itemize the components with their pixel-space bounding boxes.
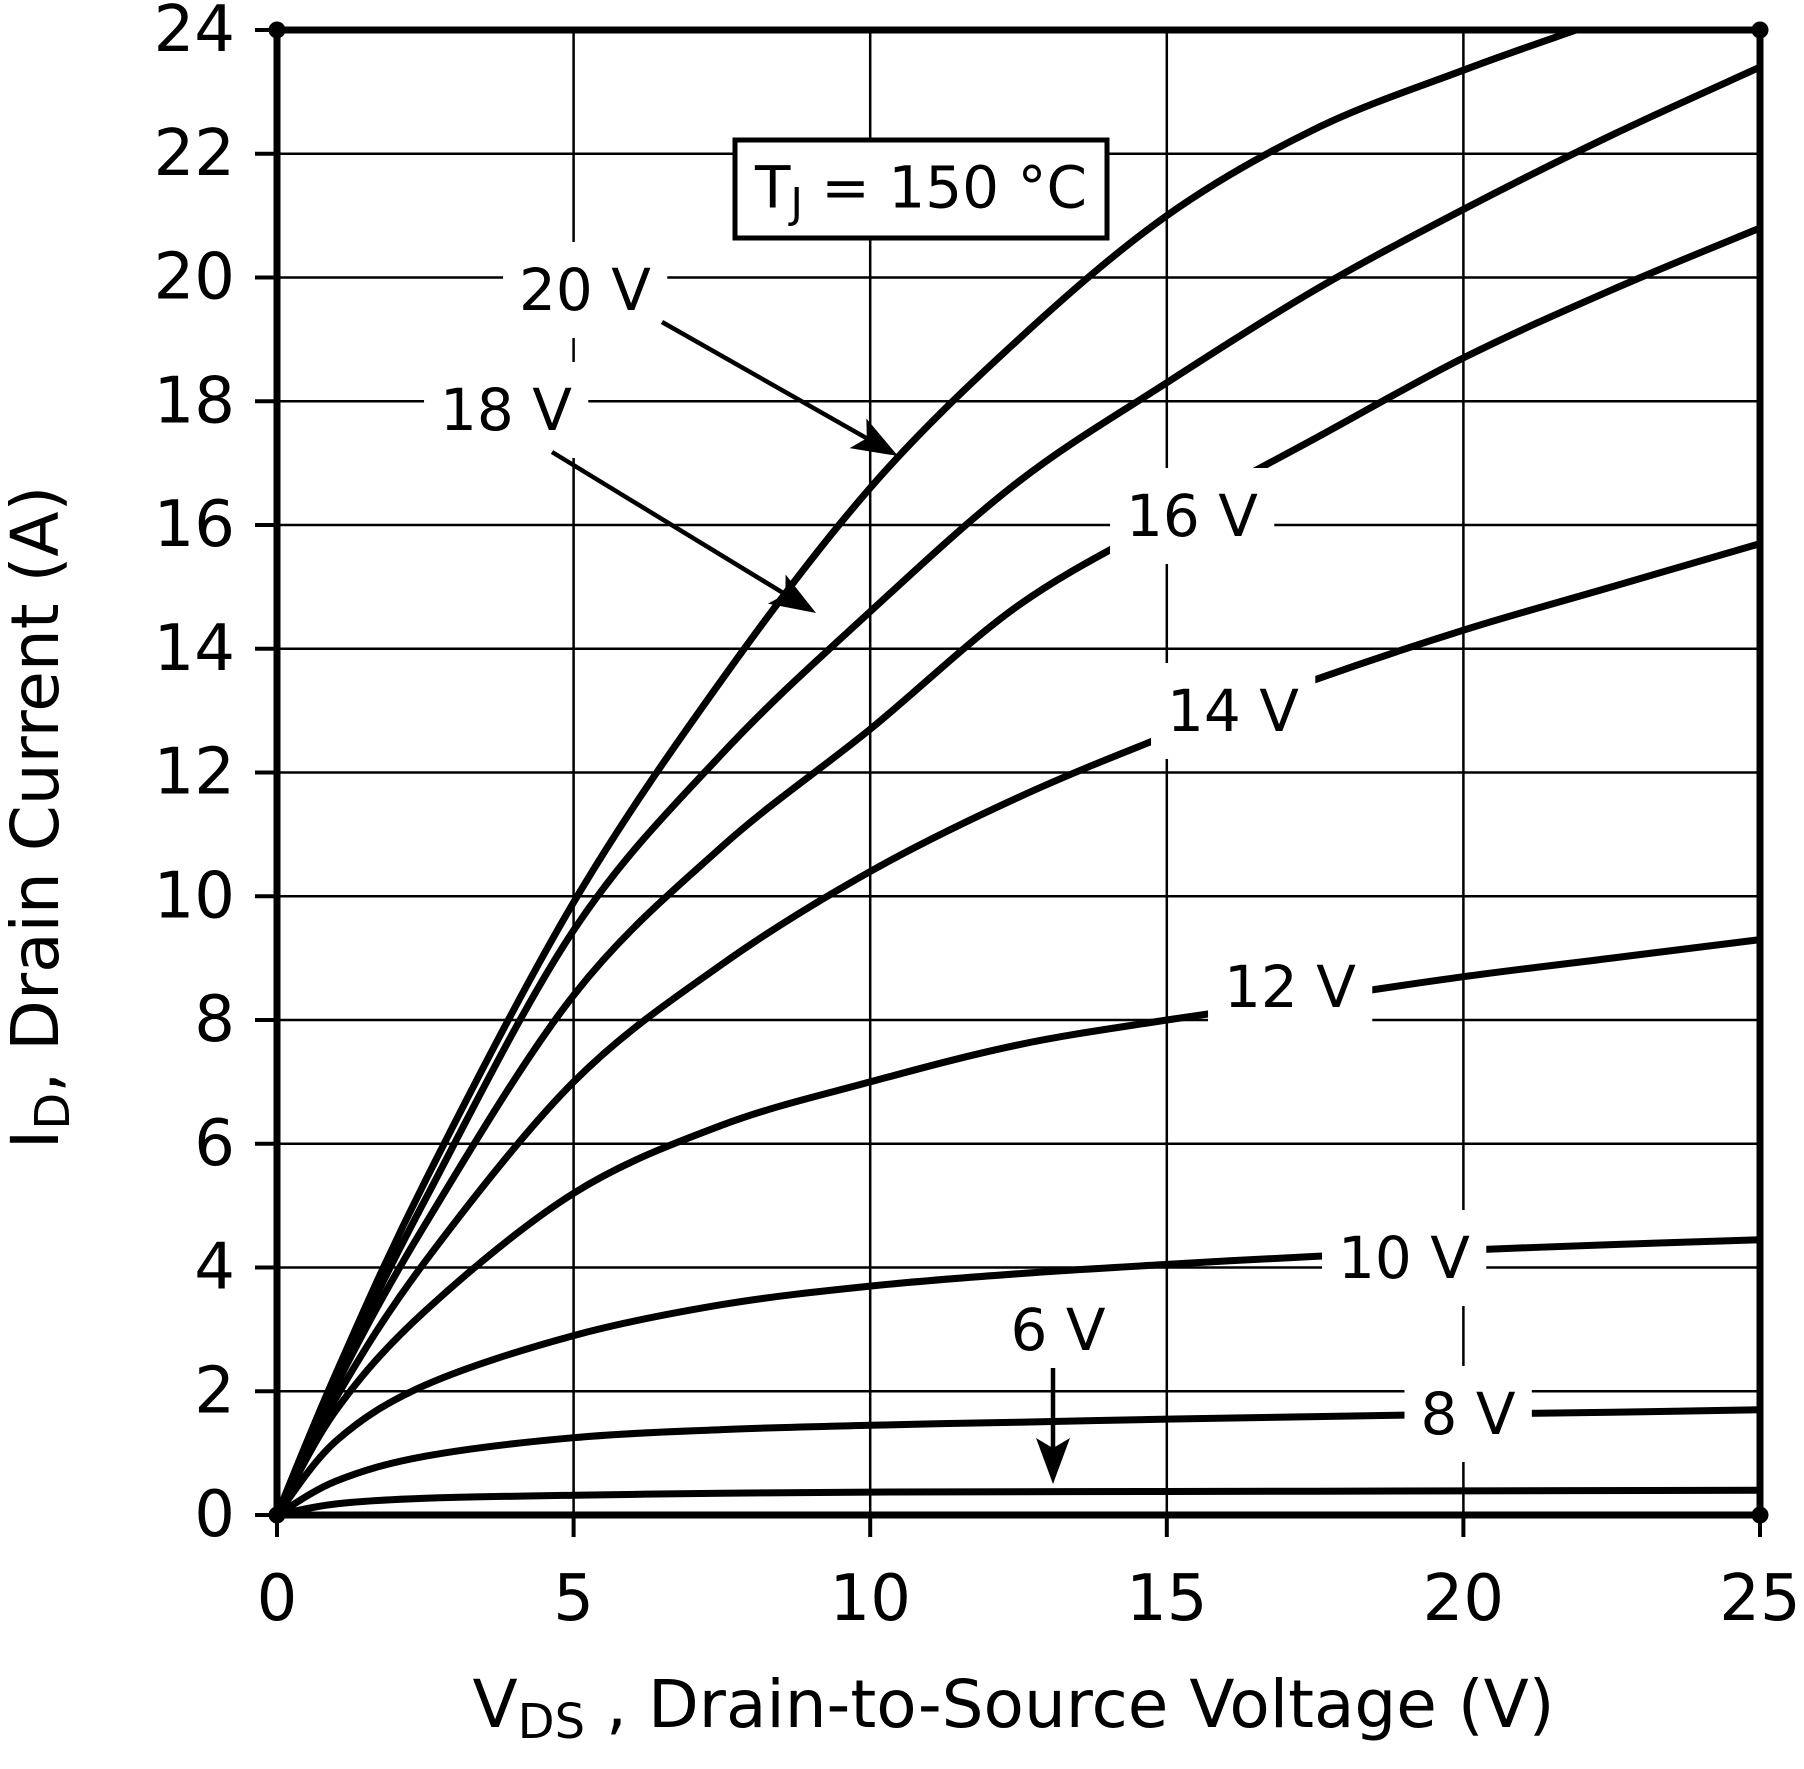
axis-ticks	[255, 28, 1762, 1537]
y-tick-label: 6	[194, 1107, 235, 1181]
y-tick-label: 20	[154, 241, 235, 315]
svg-text:TJ = 150 °C: TJ = 150 °C	[754, 154, 1087, 228]
curve-label-10v: 10 V	[1338, 1224, 1470, 1292]
y-axis-title: ID, Drain Current (A)	[0, 486, 81, 1149]
curve-label-20v: 20 V	[519, 256, 651, 324]
series-curve-18v	[273, 63, 1764, 1519]
curve-label-12v: 12 V	[1224, 953, 1356, 1021]
y-tick-label: 24	[154, 0, 235, 67]
x-tick-label: 15	[1126, 1562, 1207, 1636]
curve-label-8v: 8 V	[1420, 1380, 1515, 1448]
y-tick-label: 22	[154, 117, 235, 191]
curve-label-14v: 14 V	[1167, 677, 1299, 745]
y-tick-label: 12	[154, 736, 235, 810]
curve-arrows	[550, 320, 1070, 1484]
y-tick-label: 8	[194, 983, 235, 1057]
y-tick-label: 0	[194, 1478, 235, 1552]
x-tick-label: 0	[257, 1562, 298, 1636]
arrowhead-icon	[767, 574, 816, 613]
x-tick-label: 10	[829, 1562, 910, 1636]
y-tick-label: 10	[154, 859, 235, 933]
x-tick-label: 20	[1423, 1562, 1504, 1636]
series-curve-10v	[273, 1236, 1764, 1519]
y-tick-label: 18	[154, 364, 235, 438]
series-curve-12v	[273, 936, 1764, 1519]
y-tick-label: 4	[194, 1231, 235, 1305]
series-curve-20v	[273, 26, 1580, 1519]
x-axis-title: VDS , Drain-to-Source Voltage (V)	[472, 1666, 1554, 1750]
series-curve-14v	[273, 540, 1764, 1519]
svg-text:VDS , Drain-to-Source Voltage: VDS , Drain-to-Source Voltage (V)	[472, 1666, 1554, 1750]
arrowhead-icon	[1036, 1438, 1070, 1484]
curve-label-18v: 18 V	[440, 376, 572, 444]
arrowhead-icon	[849, 418, 898, 456]
curve-labels: 20 V 18 V 16 V 14 V 12 V 10 V 8 V 6 V	[424, 242, 1532, 1462]
annotation-box: TJ = 150 °C	[732, 137, 1110, 241]
x-tick-label: 5	[553, 1562, 594, 1636]
curve-label-16v: 16 V	[1126, 482, 1258, 550]
y-tick-label: 2	[194, 1354, 235, 1428]
curve-label-6v: 6 V	[1010, 1296, 1105, 1364]
series-curve-6v	[273, 1486, 1764, 1519]
x-tick-labels: 0 5 10 15 20 25	[257, 1562, 1801, 1636]
svg-text:ID, Drain Current (A): ID, Drain Current (A)	[0, 486, 81, 1149]
series-curve-16v	[273, 224, 1764, 1519]
x-tick-label: 25	[1719, 1562, 1800, 1636]
y-tick-label: 16	[154, 488, 235, 562]
y-tick-label: 14	[154, 612, 235, 686]
gridlines	[277, 30, 1760, 1515]
